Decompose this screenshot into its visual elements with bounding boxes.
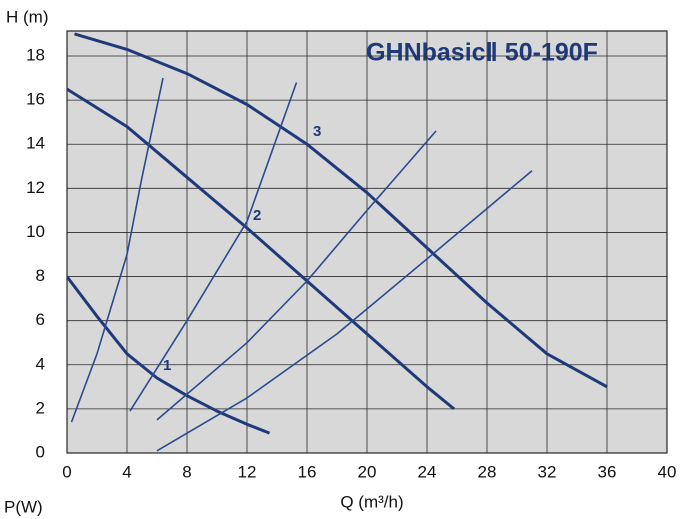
y-tick-label: 18: [26, 45, 45, 64]
y-tick-label: 10: [26, 222, 45, 241]
x-tick-label: 36: [598, 462, 617, 481]
y-tick-label: 16: [26, 90, 45, 109]
curve: [67, 87, 455, 411]
curves: [67, 32, 608, 452]
curve: [74, 32, 608, 389]
curve: [156, 130, 437, 421]
x-tick-label: 0: [62, 462, 71, 481]
y-tick-label: 12: [26, 178, 45, 197]
x-tick-label: 40: [658, 462, 677, 481]
curve-label: 2: [253, 207, 261, 224]
y-tick-label: 14: [26, 134, 45, 153]
x-tick-label: 16: [298, 462, 317, 481]
x-tick-label: 28: [478, 462, 497, 481]
chart-title: GHNbasicⅡ 50-190F: [366, 39, 598, 67]
curve: [129, 82, 298, 412]
y-tick-label: 0: [36, 442, 45, 461]
y-tick-label: 4: [36, 354, 45, 373]
power-label: P(W): [4, 497, 43, 516]
x-tick-label: 8: [182, 462, 191, 481]
x-tick-label: 4: [122, 462, 131, 481]
y-tick-label: 2: [36, 398, 45, 417]
curve: [70, 77, 164, 423]
y-tick-label: 6: [36, 310, 45, 329]
y-axis-label: H (m): [6, 7, 48, 26]
curve-label: 3: [313, 123, 321, 140]
curve-label: 1: [163, 357, 171, 374]
curve: [156, 170, 533, 452]
curve: [67, 275, 271, 435]
x-tick-label: 20: [358, 462, 377, 481]
x-tick-label: 24: [418, 462, 437, 481]
x-tick-label: 12: [238, 462, 257, 481]
x-tick-label: 32: [538, 462, 557, 481]
y-tick-label: 8: [36, 266, 45, 285]
x-axis-label: Q (m³/h): [340, 492, 403, 511]
